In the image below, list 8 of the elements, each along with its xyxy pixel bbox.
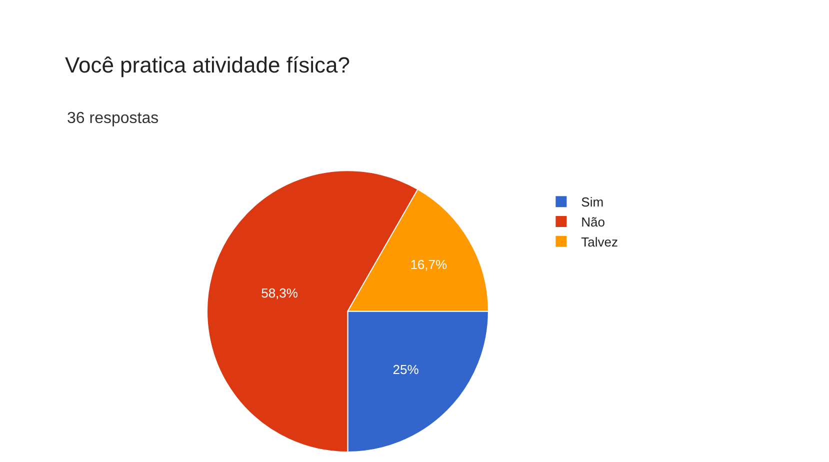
chart-subtitle: 36 respostas bbox=[67, 110, 159, 127]
legend-label: Não bbox=[581, 214, 606, 230]
data-label: 16,7% bbox=[410, 256, 448, 272]
data-label: 25% bbox=[392, 362, 420, 378]
legend-label: Sim bbox=[581, 194, 604, 210]
data-label: 58,3% bbox=[261, 286, 298, 301]
legend-label: Talvez bbox=[581, 234, 618, 250]
chart-title: Você pratica atividade física? bbox=[65, 52, 350, 78]
